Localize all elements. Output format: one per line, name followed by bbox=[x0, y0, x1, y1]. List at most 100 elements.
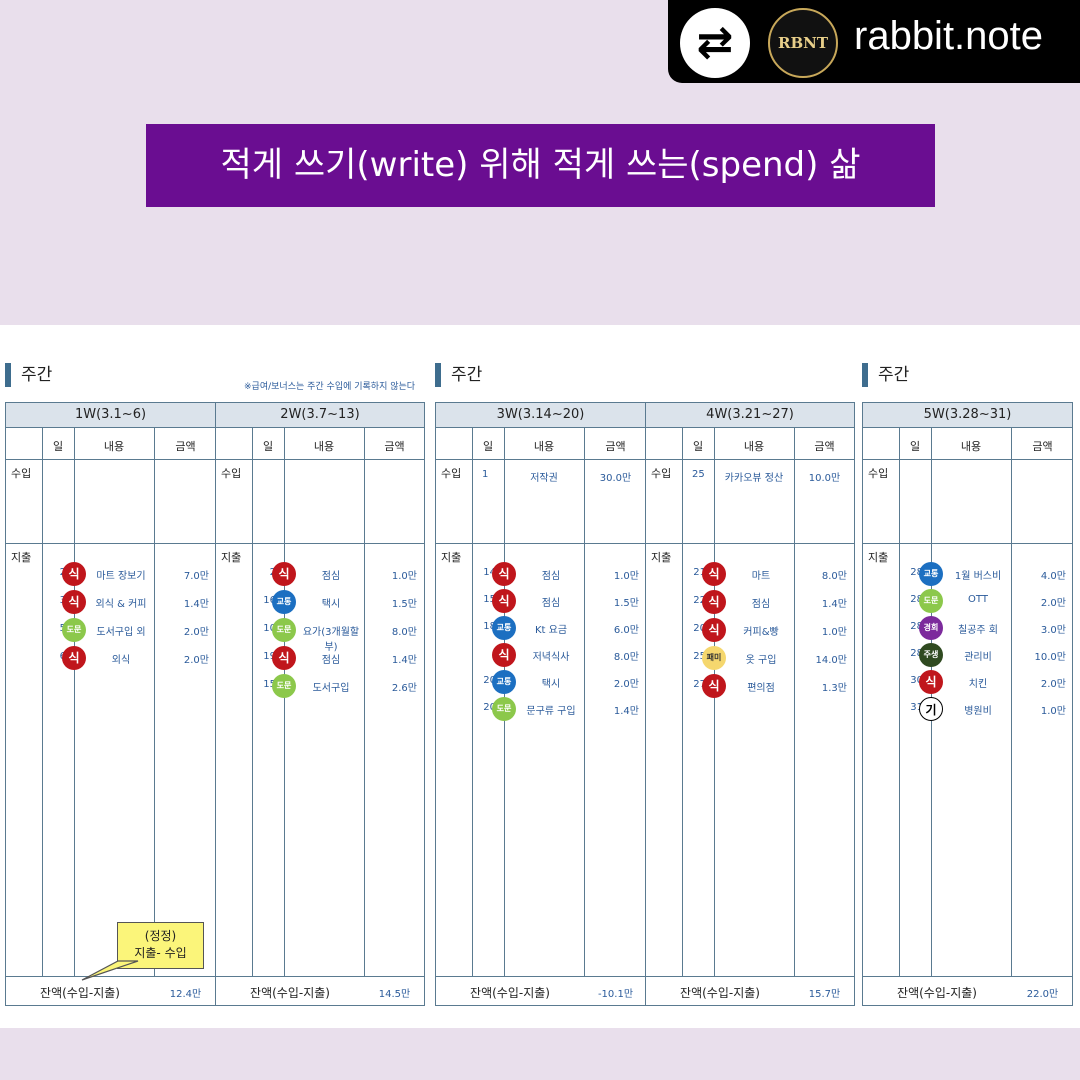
expense-day: 31 bbox=[910, 702, 923, 713]
expense-day: 18 bbox=[483, 621, 496, 632]
expense-item: 편의점 bbox=[747, 683, 775, 694]
week-table: 4W(3.21~27) 일 내용 금액 수입 지출 25 카카오뷰 정산 10.0만 21 식 마트 8… bbox=[646, 402, 855, 1006]
category-badge: 식 bbox=[702, 674, 726, 698]
callout-line: 지출- 수입 bbox=[134, 946, 187, 960]
divider bbox=[863, 459, 1072, 460]
category-badge: 경회 bbox=[919, 616, 943, 640]
column-header-amount: 금액 bbox=[175, 440, 196, 453]
expense-amount: 8.0만 bbox=[821, 571, 847, 582]
expense-amount: 1.3만 bbox=[821, 683, 847, 694]
expense-day: 28 bbox=[910, 594, 923, 605]
expense-amount: 1.0만 bbox=[391, 571, 417, 582]
page-title: 적게 쓰기(write) 위해 적게 쓰는(spend) 삶 bbox=[146, 124, 935, 207]
column-header-day: 일 bbox=[52, 440, 64, 453]
expense-day: 20 bbox=[483, 675, 496, 686]
repost-icon[interactable]: ⇄ bbox=[680, 8, 750, 78]
income-day: 1 bbox=[482, 469, 489, 480]
expense-amount: 1.5만 bbox=[613, 598, 639, 609]
column-divider bbox=[682, 428, 683, 976]
expense-day: 15 bbox=[483, 594, 496, 605]
income-label: 수입 bbox=[651, 467, 672, 480]
expense-item: 요가(3개월할부) bbox=[302, 627, 360, 653]
expense-label: 지출 bbox=[651, 551, 672, 564]
category-badge: 식 bbox=[492, 589, 516, 613]
expense-day: 10 bbox=[263, 623, 276, 634]
expense-label: 지출 bbox=[221, 551, 242, 564]
expense-item: 점심 bbox=[541, 571, 561, 582]
balance-row: 잔액(수입-지출) -10.1만 bbox=[436, 976, 645, 1006]
category-badge: 도문 bbox=[919, 589, 943, 613]
section-heading: 주간 bbox=[435, 363, 482, 387]
expense-item: 도서구입 외 bbox=[96, 627, 146, 638]
category-badge: 교통 bbox=[492, 616, 516, 640]
expense-item: 저녁식사 bbox=[532, 652, 570, 663]
expense-amount: 1.5만 bbox=[391, 599, 417, 610]
account-logo[interactable]: RBNT bbox=[768, 8, 838, 78]
expense-item: OTT bbox=[968, 594, 988, 605]
divider bbox=[436, 543, 645, 544]
expense-amount: 1.0만 bbox=[821, 627, 847, 638]
expense-row: 25 패미 옷 구입 14.0만 bbox=[646, 645, 854, 671]
column-divider bbox=[42, 428, 43, 976]
balance-label: 잔액(수입-지출) bbox=[897, 986, 977, 1000]
income-item: 저작권 bbox=[530, 473, 558, 484]
username[interactable]: rabbit.note bbox=[854, 14, 1044, 58]
category-badge: 도문 bbox=[62, 618, 86, 642]
column-header-day: 일 bbox=[482, 440, 494, 453]
expense-item: 커피&빵 bbox=[743, 627, 779, 638]
expense-item: 치킨 bbox=[968, 679, 988, 690]
expense-item: 도서구입 bbox=[312, 683, 350, 694]
divider bbox=[6, 543, 215, 544]
expense-row: 28 경회 칠공주 회 3.0만 bbox=[863, 615, 1072, 641]
expense-label: 지출 bbox=[441, 551, 462, 564]
callout-tail bbox=[81, 960, 139, 981]
expense-item: 칠공주 회 bbox=[958, 625, 998, 636]
divider bbox=[646, 543, 854, 544]
expense-item: 점심 bbox=[541, 598, 561, 609]
expense-item: 외식 & 커피 bbox=[95, 599, 147, 610]
expense-row: 22 식 점심 1.4만 bbox=[646, 589, 854, 615]
note: ※급여/보너스는 주간 수입에 기록하지 않는다 bbox=[244, 382, 416, 392]
column-header-amount: 금액 bbox=[605, 440, 626, 453]
expense-amount: 4.0만 bbox=[1040, 571, 1066, 582]
expense-day: 25 bbox=[693, 651, 706, 662]
divider bbox=[436, 459, 645, 460]
expense-item: 1월 버스비 bbox=[954, 571, 1002, 582]
column-header-content: 내용 bbox=[313, 440, 335, 453]
divider bbox=[646, 459, 854, 460]
balance-value: -10.1만 bbox=[597, 989, 634, 1000]
balance-row: 잔액(수입-지출) 22.0만 bbox=[863, 976, 1072, 1006]
expense-item: 점심 bbox=[751, 599, 771, 610]
expense-item: 옷 구입 bbox=[745, 655, 777, 666]
balance-label: 잔액(수입-지출) bbox=[470, 986, 550, 1000]
expense-amount: 2.0만 bbox=[183, 655, 209, 666]
category-badge: 식 bbox=[62, 562, 86, 586]
column-divider bbox=[794, 428, 795, 976]
expense-day: 28 bbox=[910, 621, 923, 632]
expense-row: 6식외식2.0만 bbox=[6, 645, 215, 671]
expense-row: 30 식 치킨 2.0만 bbox=[863, 669, 1072, 695]
expense-day: 20 bbox=[483, 702, 496, 713]
balance-row: 잔액(수입-지출) 14.5만 bbox=[216, 976, 424, 1006]
balance-value: 14.5만 bbox=[378, 989, 411, 1000]
expense-item: 문구류 구입 bbox=[526, 706, 576, 717]
column-header-day: 일 bbox=[262, 440, 274, 453]
income-label: 수입 bbox=[221, 467, 242, 480]
category-badge: 식 bbox=[492, 643, 516, 667]
expense-day: 16 bbox=[263, 595, 276, 606]
divider bbox=[863, 543, 1072, 544]
expense-row: 19 식 점심 1.4만 bbox=[216, 645, 424, 671]
category-badge: 식 bbox=[702, 590, 726, 614]
expense-amount: 2.6만 bbox=[391, 683, 417, 694]
expense-amount: 6.0만 bbox=[613, 625, 639, 636]
divider bbox=[216, 459, 424, 460]
expense-row: 27 식 편의점 1.3만 bbox=[646, 673, 854, 699]
week-header: 3W(3.14~20) bbox=[436, 402, 645, 428]
expense-amount: 14.0만 bbox=[815, 655, 847, 666]
week-header: 2W(3.7~13) bbox=[216, 402, 424, 428]
expense-amount: 1.0만 bbox=[1040, 706, 1066, 717]
expense-amount: 2.0만 bbox=[1040, 679, 1066, 690]
week-header: 4W(3.21~27) bbox=[646, 402, 854, 428]
expense-row: 식 저녁식사 8.0만 bbox=[436, 642, 645, 668]
